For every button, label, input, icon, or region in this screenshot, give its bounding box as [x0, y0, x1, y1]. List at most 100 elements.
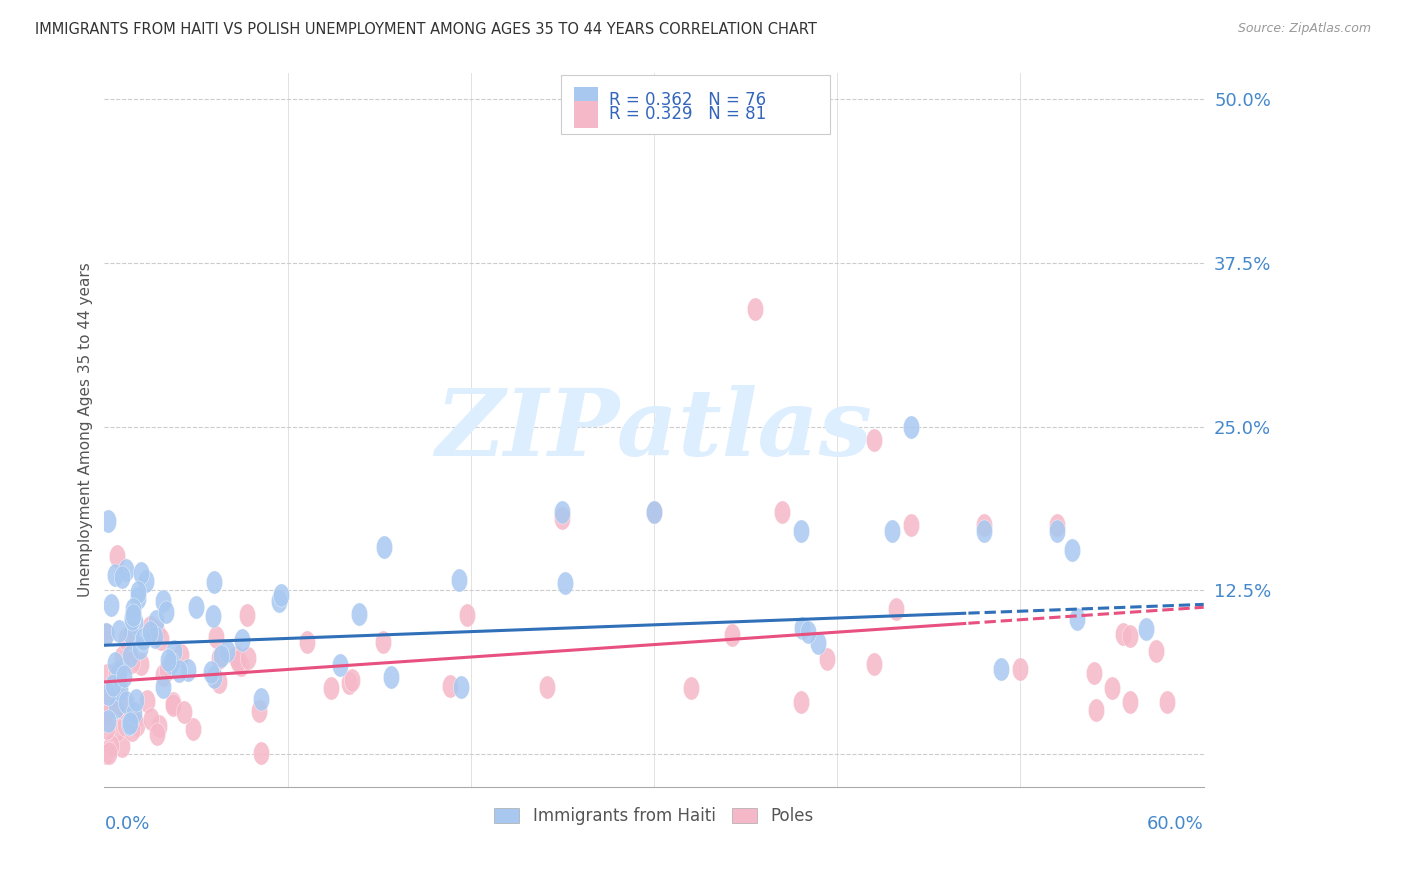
Immigrants from Haiti	[114, 695, 136, 709]
Immigrants from Haiti	[100, 599, 122, 613]
Poles	[456, 607, 478, 622]
Immigrants from Haiti	[97, 714, 120, 729]
Immigrants from Haiti	[97, 687, 120, 701]
Immigrants from Haiti	[135, 574, 157, 589]
Poles	[297, 635, 319, 649]
Immigrants from Haiti	[118, 716, 141, 731]
Poles	[900, 517, 922, 532]
Poles	[250, 746, 273, 760]
Poles	[121, 655, 143, 669]
Poles	[148, 719, 170, 733]
Immigrants from Haiti	[152, 680, 174, 694]
Poles	[115, 632, 138, 647]
Immigrants from Haiti	[163, 644, 186, 658]
Poles	[1156, 694, 1178, 708]
Immigrants from Haiti	[643, 505, 665, 519]
Poles	[1046, 517, 1069, 532]
Immigrants from Haiti	[329, 657, 352, 672]
Immigrants from Haiti	[121, 611, 143, 625]
Poles	[770, 505, 793, 519]
Poles	[371, 635, 394, 649]
Poles	[100, 739, 122, 754]
Poles	[226, 654, 249, 668]
Poles	[108, 697, 131, 711]
Poles	[536, 680, 558, 694]
Immigrants from Haiti	[270, 588, 292, 602]
Immigrants from Haiti	[118, 716, 141, 731]
Poles	[146, 726, 169, 740]
Poles	[96, 703, 118, 717]
Immigrants from Haiti	[373, 541, 395, 555]
Immigrants from Haiti	[124, 615, 146, 629]
Immigrants from Haiti	[121, 607, 143, 622]
Immigrants from Haiti	[160, 656, 183, 670]
Immigrants from Haiti	[96, 627, 118, 641]
FancyBboxPatch shape	[574, 101, 598, 128]
Poles	[105, 549, 128, 563]
Poles	[973, 517, 995, 532]
Immigrants from Haiti	[177, 663, 200, 677]
Poles	[170, 648, 193, 663]
Immigrants from Haiti	[127, 591, 149, 606]
Poles	[1084, 703, 1107, 717]
Poles	[643, 505, 665, 519]
Immigrants from Haiti	[789, 524, 811, 539]
Immigrants from Haiti	[231, 632, 253, 647]
Poles	[1119, 694, 1142, 708]
Poles	[156, 663, 179, 677]
Immigrants from Haiti	[111, 570, 134, 584]
Poles	[173, 706, 195, 720]
Poles	[124, 713, 146, 727]
Legend: Immigrants from Haiti, Poles: Immigrants from Haiti, Poles	[488, 800, 821, 832]
Poles	[1112, 627, 1135, 641]
Immigrants from Haiti	[797, 624, 820, 639]
Poles	[121, 723, 143, 737]
Immigrants from Haiti	[156, 653, 179, 667]
Immigrants from Haiti	[1066, 612, 1088, 626]
Immigrants from Haiti	[201, 608, 224, 623]
Poles	[789, 694, 811, 708]
Immigrants from Haiti	[152, 593, 174, 607]
Poles	[110, 691, 132, 706]
Immigrants from Haiti	[807, 636, 830, 650]
Immigrants from Haiti	[209, 648, 232, 663]
Poles	[105, 723, 128, 737]
Immigrants from Haiti	[104, 567, 127, 582]
Poles	[111, 739, 134, 753]
Poles	[183, 722, 205, 736]
Immigrants from Haiti	[200, 665, 222, 679]
Immigrants from Haiti	[990, 662, 1012, 676]
Poles	[862, 657, 884, 672]
Poles	[98, 746, 121, 760]
FancyBboxPatch shape	[574, 87, 598, 113]
Poles	[815, 652, 838, 666]
Text: ZIPatlas: ZIPatlas	[436, 384, 873, 475]
Poles	[139, 620, 162, 634]
Immigrants from Haiti	[900, 419, 922, 434]
Immigrants from Haiti	[1062, 543, 1084, 558]
Immigrants from Haiti	[1046, 524, 1069, 539]
Immigrants from Haiti	[882, 524, 904, 539]
Immigrants from Haiti	[120, 627, 142, 641]
Poles	[136, 694, 159, 708]
Immigrants from Haiti	[186, 600, 208, 615]
Immigrants from Haiti	[551, 505, 574, 519]
Poles	[337, 676, 360, 690]
Immigrants from Haiti	[127, 584, 149, 599]
FancyBboxPatch shape	[561, 75, 830, 134]
Immigrants from Haiti	[114, 563, 136, 577]
Poles	[96, 708, 118, 723]
Immigrants from Haiti	[269, 594, 291, 608]
Poles	[96, 746, 118, 760]
Immigrants from Haiti	[167, 665, 190, 679]
Immigrants from Haiti	[215, 644, 238, 658]
Immigrants from Haiti	[204, 575, 226, 590]
Immigrants from Haiti	[107, 664, 129, 678]
Immigrants from Haiti	[132, 632, 155, 647]
Poles	[205, 630, 228, 644]
Text: Source: ZipAtlas.com: Source: ZipAtlas.com	[1237, 22, 1371, 36]
Poles	[247, 704, 270, 718]
Immigrants from Haiti	[447, 573, 470, 587]
Immigrants from Haiti	[553, 576, 575, 591]
Text: 0.0%: 0.0%	[104, 815, 150, 833]
